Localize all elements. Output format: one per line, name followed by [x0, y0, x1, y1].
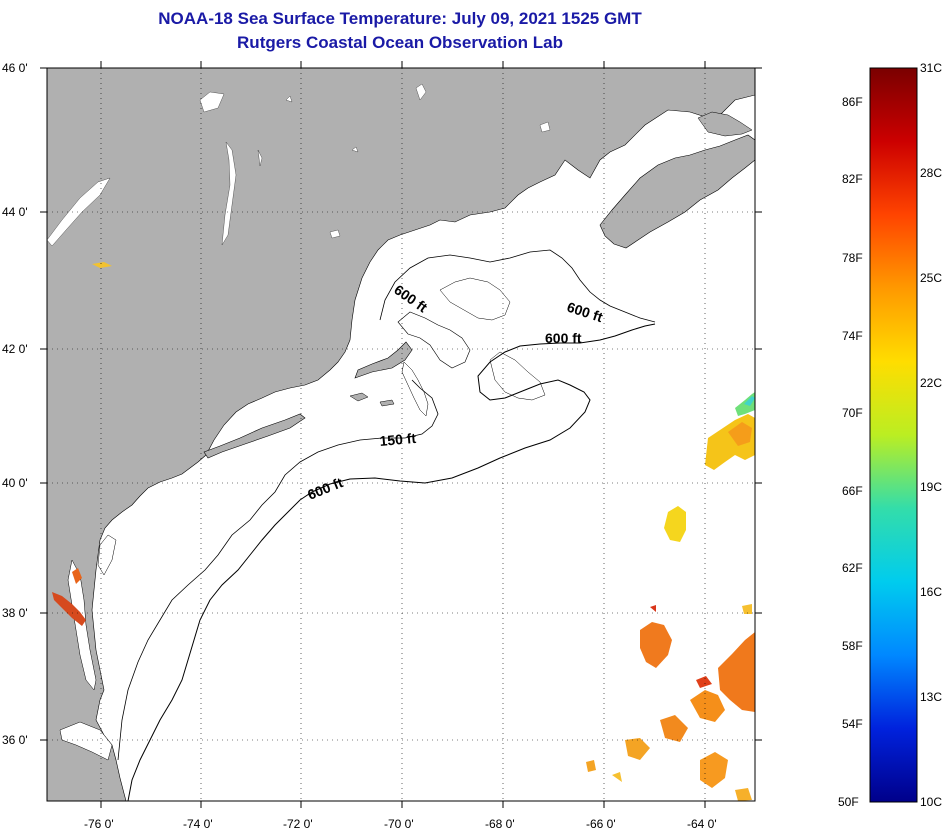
land-marthas-vineyard: [349, 392, 369, 402]
land-mainland: [47, 68, 755, 801]
lon-label-68: -68 0': [485, 817, 515, 831]
pamlico-sound: [59, 721, 113, 761]
colorbar-label-82f: 82F: [842, 172, 863, 186]
colorbar: [869, 67, 918, 803]
sst-patch-ne-orange: [728, 422, 752, 446]
lat-label-40: 40 0': [2, 476, 28, 490]
lake-small-2: [285, 95, 293, 103]
colorbar-label-58f: 58F: [842, 639, 863, 653]
colorbar-label-66f: 66F: [842, 484, 863, 498]
colorbar-label-25c: 25C: [920, 271, 943, 285]
nantucket-shoals-contour: [401, 361, 429, 417]
lat-label-44: 44 0': [2, 205, 28, 219]
gulf-contour-inner: [439, 277, 511, 321]
lon-label-74: -74 0': [183, 817, 213, 831]
georges-basin-contour: [397, 311, 471, 369]
land-nova-scotia: [599, 134, 755, 249]
land-long-island: [203, 413, 306, 459]
colorbar-label-54f: 54F: [842, 717, 863, 731]
colorbar-label-78f: 78F: [842, 251, 863, 265]
sst-patch-ne-cyan: [744, 396, 755, 406]
delaware-bay: [97, 534, 117, 576]
sst-patch-small-3: [612, 772, 622, 782]
colorbar-label-86f: 86F: [842, 95, 863, 109]
sst-patch-se-orange-3: [690, 690, 725, 722]
lat-label-42: 42 0': [2, 342, 28, 356]
lake-st-john: [199, 91, 225, 113]
gulf-of-maine-contour-600ft: [379, 249, 656, 323]
lat-label-46: 46 0': [2, 61, 28, 75]
sst-patch-chesapeake: [52, 592, 86, 626]
sst-patch-mid-yellow: [664, 506, 686, 542]
sst-patch-se-red: [650, 605, 656, 612]
lon-label-72: -72 0': [283, 817, 313, 831]
colorbar-label-74f: 74F: [842, 329, 863, 343]
lake-small-4: [257, 149, 263, 167]
colorbar-label-19c: 19C: [920, 480, 943, 494]
land-cape-cod: [354, 341, 413, 379]
sst-patch-se-orange-7: [735, 788, 752, 801]
lake-moosehead: [415, 83, 427, 101]
map-subtitle: Rutgers Coastal Ocean Observation Lab: [237, 33, 563, 52]
lat-label-36: 36 0': [2, 733, 28, 747]
colorbar-label-16c: 16C: [920, 585, 943, 599]
land-cape-breton: [697, 111, 753, 137]
lake-winnipesaukee: [329, 229, 341, 239]
lake-small-1: [351, 146, 359, 153]
sst-patch-lake-ontario: [92, 262, 112, 268]
colorbar-label-13c: 13C: [920, 690, 943, 704]
lon-label-66: -66 0': [586, 817, 616, 831]
lake-champlain: [221, 141, 237, 246]
colorbar-label-70f: 70F: [842, 406, 863, 420]
sst-patch-se-red-2: [696, 676, 712, 688]
colorbar-label-50f: 50F: [838, 795, 859, 809]
sst-patch-se-orange-4: [700, 752, 728, 788]
browns-bank-contour: [489, 351, 546, 401]
land-nantucket: [379, 399, 395, 407]
sst-patch-small-1: [586, 760, 596, 772]
graticule: [47, 68, 755, 801]
sst-patch-delaware: [72, 568, 82, 584]
colorbar-label-10c: 10C: [920, 795, 943, 809]
lon-label-70: -70 0': [384, 817, 414, 831]
colorbar-label-28c: 28C: [920, 166, 943, 180]
lon-label-76: -76 0': [84, 817, 114, 831]
colorbar-label-62f: 62F: [842, 561, 863, 575]
shelf-contour-150ft: [117, 379, 439, 761]
sst-patch-se-orange-5: [625, 738, 650, 760]
axis-ticks: [40, 61, 762, 808]
sst-data-layer: [52, 262, 755, 801]
contour-label-600ft-georges: 600 ft: [545, 330, 582, 346]
contour-label-150ft: 150 ft: [379, 430, 417, 449]
colorbar-label-22c: 22C: [920, 376, 943, 390]
sst-patch-se-orange-6: [660, 715, 688, 742]
map-title: NOAA-18 Sea Surface Temperature: July 09…: [158, 9, 642, 28]
sst-patch-small-2: [742, 604, 752, 614]
sst-patch-se-orange: [640, 622, 672, 668]
lat-label-38: 38 0': [2, 606, 28, 620]
colorbar-label-31c: 31C: [920, 61, 943, 75]
lake-ontario: [47, 177, 111, 247]
sst-patch-se-orange-2: [718, 632, 755, 712]
lon-label-64: -64 0': [687, 817, 717, 831]
lake-small-3: [539, 121, 551, 133]
